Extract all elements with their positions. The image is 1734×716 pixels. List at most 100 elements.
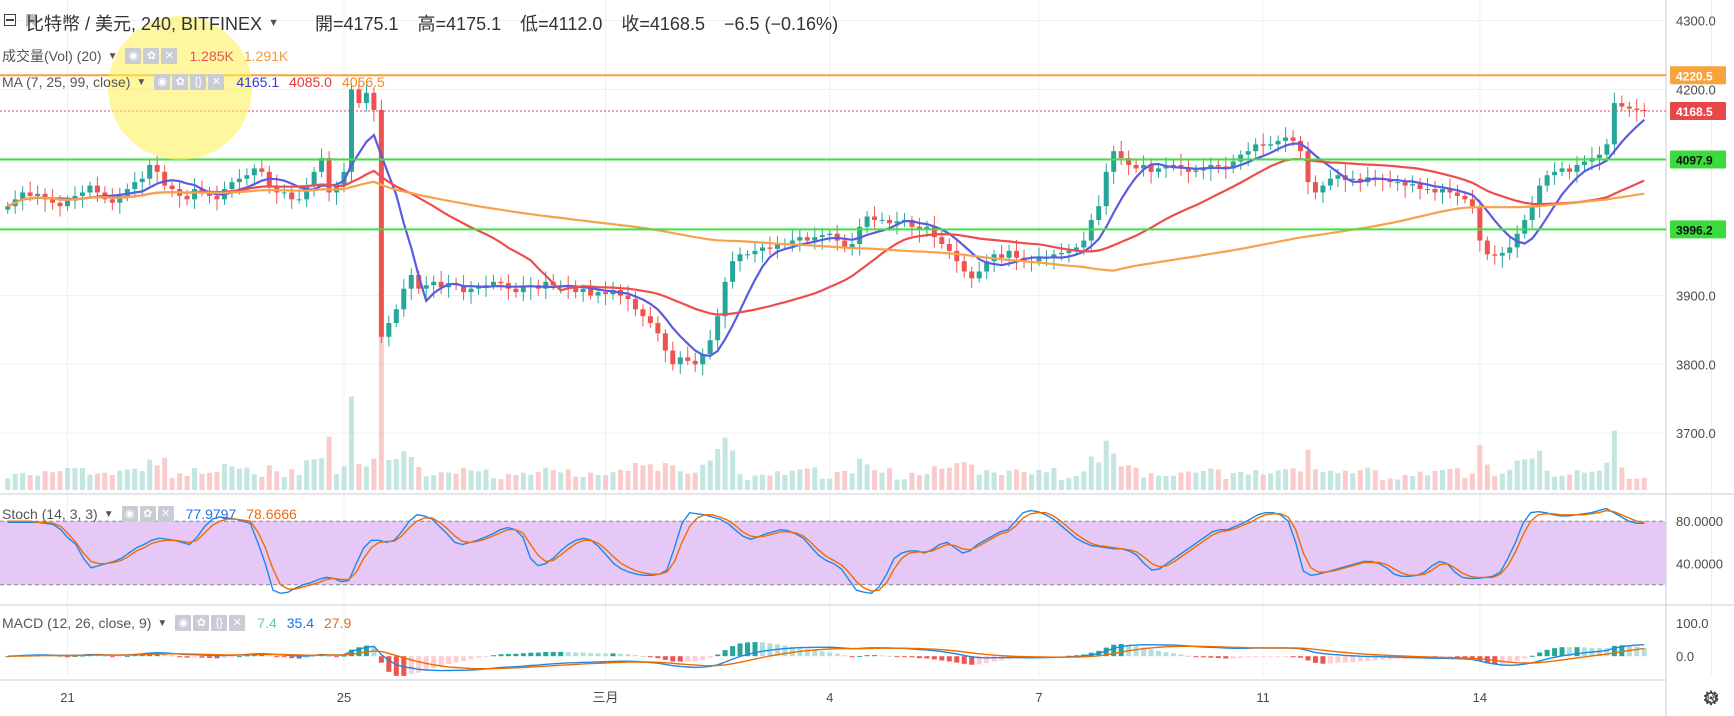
volume-bar: [1208, 468, 1214, 490]
volume-bar: [662, 463, 668, 490]
volume-bar: [87, 474, 93, 490]
volume-bar: [79, 468, 85, 490]
candle-body: [1081, 240, 1087, 248]
volume-bar: [20, 472, 26, 490]
candle-body: [1581, 161, 1587, 165]
volume-bar: [1454, 467, 1460, 490]
eye-icon[interactable]: ◉: [154, 74, 171, 90]
volume-bar: [961, 462, 967, 490]
candle-body: [685, 357, 691, 361]
flag-icon[interactable]: [26, 14, 36, 28]
macd-hist-bar: [1298, 656, 1304, 658]
macd-hist-bar: [662, 656, 668, 660]
macd-hist-bar: [1290, 656, 1296, 658]
volume-bar: [1417, 471, 1423, 490]
candle-body: [1357, 178, 1363, 183]
macd-indicator-name[interactable]: MACD (12, 26, close, 9): [2, 615, 152, 631]
candle-body: [1611, 103, 1617, 145]
macd-hist-bar: [685, 656, 691, 662]
price-badge: [1670, 150, 1726, 169]
volume-bar: [909, 472, 915, 490]
horizontal-lines[interactable]: [0, 74, 1666, 231]
candle-body: [1537, 185, 1543, 207]
chevron-down-icon[interactable]: ▼: [107, 50, 118, 62]
volume-bar: [1574, 470, 1580, 490]
macd-hist-bar: [311, 656, 317, 658]
candle-body: [625, 295, 631, 299]
macd-hist-bar: [1185, 655, 1191, 657]
candle-body: [1215, 164, 1221, 167]
close-icon[interactable]: ✕: [157, 506, 174, 522]
macd-hist-bar: [401, 656, 407, 676]
source-code-icon[interactable]: {}: [190, 74, 207, 90]
gear-icon[interactable]: ✿: [172, 74, 189, 90]
volume-bar: [1006, 470, 1012, 490]
symbol-title[interactable]: 比特幣 / 美元, 240, BITFINEX: [26, 14, 263, 34]
volume-bar: [468, 470, 474, 490]
candle-body: [543, 281, 549, 289]
candle-body: [603, 292, 609, 295]
candle-body: [939, 237, 945, 244]
macd-hist-bar: [1103, 647, 1109, 657]
candle-body: [1626, 106, 1632, 109]
stoch-indicator-name[interactable]: Stoch (14, 3, 3): [2, 506, 98, 522]
close-value: 收=4168.5: [621, 14, 705, 34]
volume-bar: [1320, 471, 1326, 490]
macd-hist-bar: [177, 656, 183, 658]
chevron-down-icon[interactable]: ▼: [157, 617, 168, 629]
macd-hist-bar: [595, 653, 601, 657]
volume-bar: [1365, 467, 1371, 490]
collapse-icon[interactable]: [4, 14, 16, 26]
volume-bar: [423, 476, 429, 490]
candle-body: [1350, 178, 1356, 181]
eye-icon[interactable]: ◉: [125, 48, 142, 64]
candle-body: [961, 261, 967, 272]
volume-bar: [461, 467, 467, 490]
gear-icon[interactable]: ✿: [139, 506, 156, 522]
candle-body: [401, 288, 407, 310]
macd-hist-bar: [961, 656, 967, 664]
chevron-down-icon[interactable]: ▼: [103, 508, 114, 520]
volume-bar: [1043, 472, 1049, 490]
close-icon[interactable]: ✕: [229, 615, 246, 631]
close-icon[interactable]: ✕: [161, 48, 178, 64]
macd-hist-bar: [520, 653, 526, 657]
volume-bar: [1163, 475, 1169, 490]
chevron-down-icon[interactable]: ▼: [268, 17, 279, 29]
candle-body: [647, 316, 653, 324]
eye-icon[interactable]: ◉: [175, 615, 192, 631]
macd-hist-bar: [1380, 656, 1386, 660]
macd-hist-bar: [625, 654, 631, 657]
ma-indicator-name[interactable]: MA (7, 25, 99, close): [2, 74, 131, 90]
macd-legend: MACD (12, 26, close, 9) ▼ ◉ ✿ {} ✕ 7.4 3…: [2, 615, 351, 631]
candle-body: [378, 109, 384, 337]
volume-indicator-name[interactable]: 成交量(Vol) (20): [2, 48, 102, 64]
macd-hist-bar: [670, 656, 676, 662]
macd-hist-bar: [939, 656, 945, 661]
settings-gear-icon[interactable]: ⚙: [1702, 688, 1720, 710]
candle-body: [1432, 189, 1438, 193]
macd-hist-bar: [842, 655, 848, 657]
macd-hist-bar: [513, 653, 519, 657]
volume-bar: [229, 466, 235, 490]
close-icon[interactable]: ✕: [208, 74, 225, 90]
candle-body: [774, 244, 780, 249]
candle-body: [117, 195, 123, 203]
stoch-band: [0, 521, 1666, 585]
candle-body: [1305, 151, 1311, 183]
macd-hist-bar: [214, 656, 220, 659]
chevron-down-icon[interactable]: ▼: [136, 76, 147, 88]
candle-body: [296, 199, 302, 201]
volume-bar: [199, 473, 205, 490]
candle-body: [304, 185, 310, 200]
macd-hist-bar: [416, 656, 422, 673]
source-code-icon[interactable]: {}: [211, 615, 228, 631]
gear-icon[interactable]: ✿: [193, 615, 210, 631]
volume-bar: [737, 474, 743, 490]
macd-hist-bar: [528, 652, 534, 657]
gear-icon[interactable]: ✿: [143, 48, 160, 64]
eye-icon[interactable]: ◉: [121, 506, 138, 522]
volume-bar: [543, 467, 549, 490]
